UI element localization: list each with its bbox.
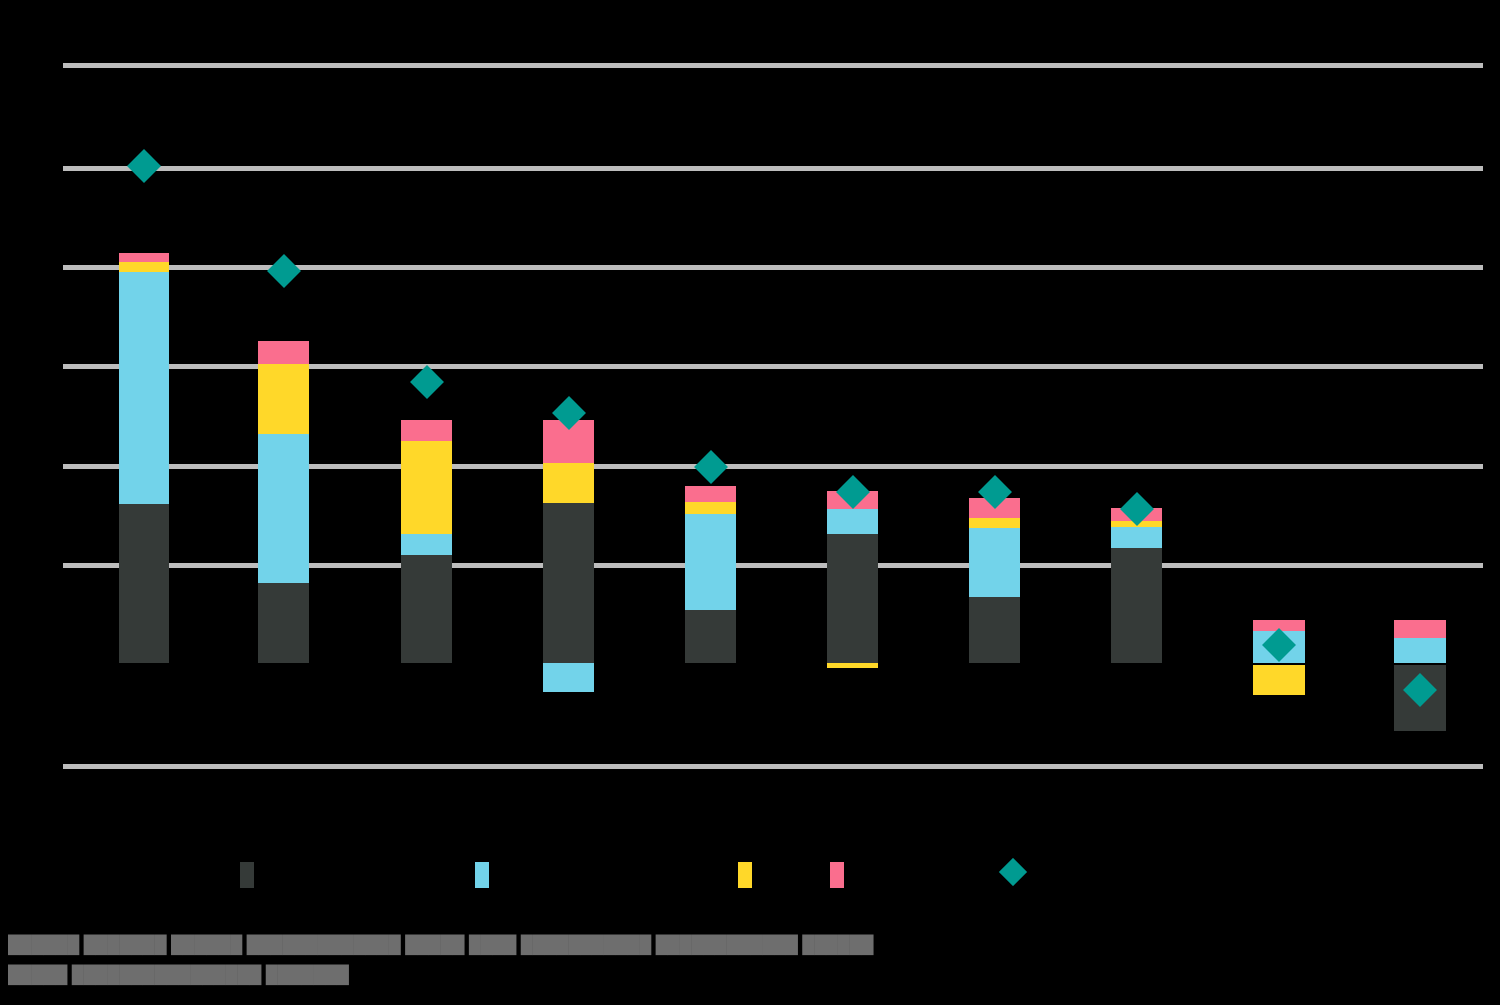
bar-segment — [119, 504, 169, 663]
bar-group[interactable] — [1394, 0, 1446, 800]
bar-group[interactable] — [1111, 0, 1162, 800]
gridline — [63, 166, 1483, 171]
bar-segment — [401, 441, 452, 534]
footnote-line-1: ██████ ███████ ██████ █████████████ ████… — [8, 935, 874, 954]
bar-segment — [827, 534, 878, 663]
bar-segment — [543, 663, 594, 692]
bar-segment — [401, 420, 452, 441]
gridline — [63, 464, 1483, 469]
bar-segment — [1394, 620, 1446, 638]
bar-segment — [685, 610, 736, 663]
legend-item[interactable] — [738, 862, 761, 888]
bar-group[interactable] — [1253, 0, 1305, 800]
bar-segment — [1253, 620, 1305, 631]
legend-swatch-icon — [830, 862, 844, 888]
legend-swatch-icon — [475, 862, 489, 888]
gridline — [63, 563, 1483, 568]
legend-item[interactable] — [998, 857, 1032, 887]
bar-segment — [258, 341, 309, 364]
bar-segment — [258, 583, 309, 663]
bar-segment — [969, 597, 1020, 663]
plot-area — [63, 0, 1483, 800]
gridline — [63, 265, 1483, 270]
bar-group[interactable] — [258, 0, 309, 800]
bar-segment — [685, 502, 736, 514]
bar-segment — [258, 434, 309, 583]
bar-segment — [1253, 665, 1305, 695]
legend-diamond-icon — [998, 857, 1028, 887]
bar-segment — [685, 514, 736, 610]
legend-item[interactable] — [830, 862, 853, 888]
bar-segment — [1111, 548, 1162, 663]
bar-segment — [827, 663, 878, 668]
bar-segment — [401, 534, 452, 555]
bar-group[interactable] — [969, 0, 1020, 800]
bar-segment — [1394, 638, 1446, 663]
legend-item[interactable] — [240, 862, 263, 888]
bar-segment — [401, 555, 452, 663]
bar-segment — [685, 486, 736, 502]
x-axis-baseline — [63, 764, 1483, 769]
bar-group[interactable] — [827, 0, 878, 800]
bar-segment — [969, 518, 1020, 528]
bar-group[interactable] — [543, 0, 594, 800]
chart-footnote: ██████ ███████ ██████ █████████████ ████… — [8, 930, 1488, 990]
gridline — [63, 364, 1483, 369]
bar-segment — [119, 253, 169, 262]
bar-group[interactable] — [685, 0, 736, 800]
gridline — [63, 63, 1483, 68]
bar-segment — [827, 509, 878, 534]
bar-segment — [119, 272, 169, 504]
legend-swatch-icon — [738, 862, 752, 888]
bar-segment — [258, 364, 309, 434]
bar-segment — [969, 528, 1020, 597]
bar-group[interactable] — [401, 0, 452, 800]
footnote-line-2: █████ ████████████████ ███████ — [8, 965, 349, 984]
bar-segment — [543, 503, 594, 663]
chart-legend — [0, 857, 1500, 902]
bar-segment — [543, 463, 594, 503]
bar-segment — [119, 262, 169, 272]
legend-item[interactable] — [475, 862, 498, 888]
bar-segment — [1111, 527, 1162, 548]
legend-swatch-icon — [240, 862, 254, 888]
bar-group[interactable] — [119, 0, 169, 800]
